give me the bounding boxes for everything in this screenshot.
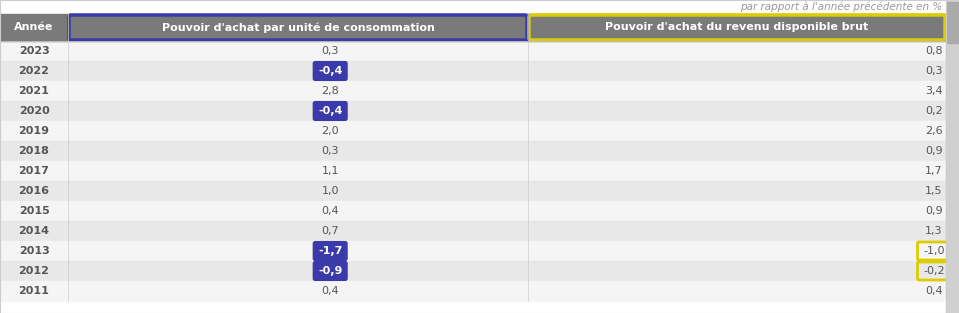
Bar xyxy=(0,101,946,121)
Text: 0,7: 0,7 xyxy=(321,226,339,236)
Bar xyxy=(0,241,946,261)
Text: 0,3: 0,3 xyxy=(925,66,943,76)
Text: 0,4: 0,4 xyxy=(321,286,339,296)
Text: 1,0: 1,0 xyxy=(321,186,339,196)
FancyBboxPatch shape xyxy=(314,262,347,280)
FancyBboxPatch shape xyxy=(314,242,347,260)
Bar xyxy=(946,0,959,313)
Text: 2015: 2015 xyxy=(18,206,49,216)
FancyBboxPatch shape xyxy=(314,102,347,120)
Text: 1,3: 1,3 xyxy=(925,226,943,236)
Text: 2,8: 2,8 xyxy=(321,86,339,96)
Text: -1,7: -1,7 xyxy=(318,246,342,256)
Text: 2012: 2012 xyxy=(18,266,50,276)
Bar xyxy=(0,121,946,141)
Text: 2022: 2022 xyxy=(18,66,50,76)
Text: 2018: 2018 xyxy=(18,146,50,156)
Text: 0,2: 0,2 xyxy=(925,106,943,116)
Text: -0,2: -0,2 xyxy=(924,266,945,276)
Bar xyxy=(0,14,946,41)
Text: 0,3: 0,3 xyxy=(321,46,339,56)
Text: 2020: 2020 xyxy=(18,106,49,116)
Text: Année: Année xyxy=(14,23,54,33)
Text: 2,0: 2,0 xyxy=(321,126,339,136)
Text: 3,4: 3,4 xyxy=(925,86,943,96)
Bar xyxy=(0,61,946,81)
Text: 0,3: 0,3 xyxy=(321,146,339,156)
Text: 2,6: 2,6 xyxy=(925,126,943,136)
Text: 1,5: 1,5 xyxy=(925,186,943,196)
Text: 2019: 2019 xyxy=(18,126,50,136)
Text: Pouvoir d'achat du revenu disponible brut: Pouvoir d'achat du revenu disponible bru… xyxy=(605,23,869,33)
Bar xyxy=(0,41,946,61)
Text: 0,8: 0,8 xyxy=(925,46,943,56)
Text: 0,4: 0,4 xyxy=(925,286,943,296)
Text: 2016: 2016 xyxy=(18,186,50,196)
Text: -0,4: -0,4 xyxy=(318,66,342,76)
Text: 2021: 2021 xyxy=(18,86,50,96)
Text: 2013: 2013 xyxy=(18,246,49,256)
Text: 0,9: 0,9 xyxy=(925,206,943,216)
Text: -0,4: -0,4 xyxy=(318,106,342,116)
FancyBboxPatch shape xyxy=(314,62,347,80)
Text: 2011: 2011 xyxy=(18,286,50,296)
Bar xyxy=(0,161,946,181)
Text: 0,9: 0,9 xyxy=(925,146,943,156)
Text: 1,7: 1,7 xyxy=(925,166,943,176)
Bar xyxy=(0,181,946,201)
Bar xyxy=(947,2,958,43)
Bar xyxy=(0,81,946,101)
Text: 2014: 2014 xyxy=(18,226,50,236)
Text: 1,1: 1,1 xyxy=(321,166,339,176)
Text: -1,0: -1,0 xyxy=(924,246,945,256)
Text: par rapport à l'année précédente en %: par rapport à l'année précédente en % xyxy=(739,2,942,12)
Text: 2017: 2017 xyxy=(18,166,50,176)
Bar xyxy=(0,221,946,241)
Text: -0,9: -0,9 xyxy=(318,266,342,276)
Bar xyxy=(0,261,946,281)
Bar xyxy=(0,141,946,161)
Text: Pouvoir d'achat par unité de consommation: Pouvoir d'achat par unité de consommatio… xyxy=(161,22,434,33)
Bar xyxy=(0,281,946,301)
Text: 2023: 2023 xyxy=(18,46,49,56)
Bar xyxy=(0,201,946,221)
Text: 0,4: 0,4 xyxy=(321,206,339,216)
